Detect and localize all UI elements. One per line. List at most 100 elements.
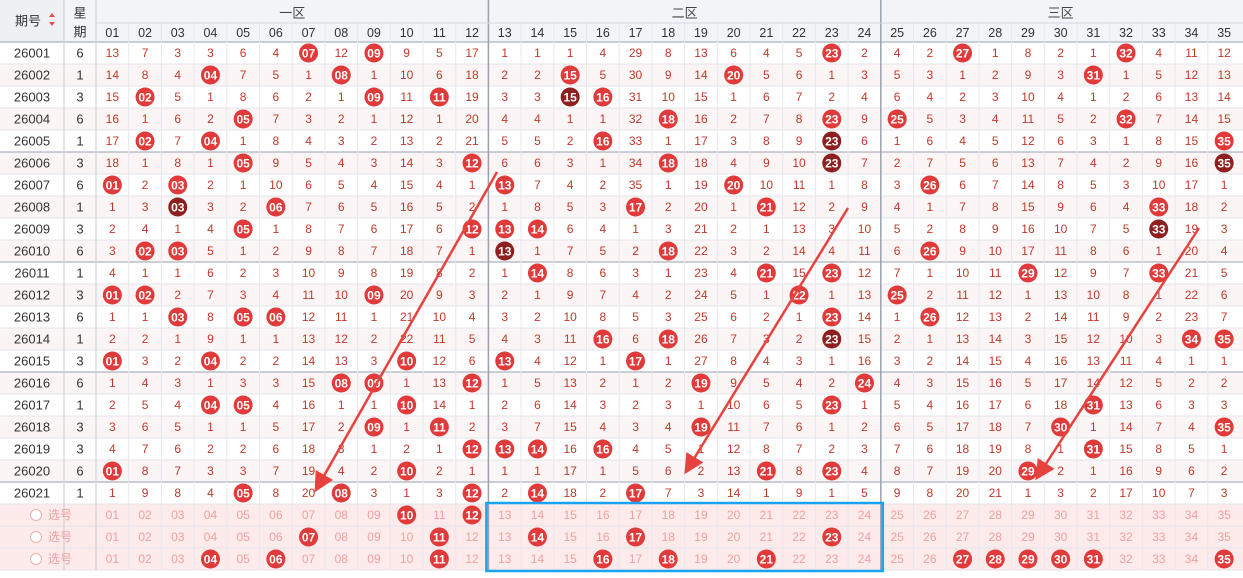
select-number[interactable]: 19 <box>694 552 708 566</box>
select-number[interactable]: 33 <box>1152 530 1166 544</box>
select-number[interactable]: 06 <box>269 530 283 544</box>
selected-ball[interactable]: 27 <box>953 549 973 569</box>
select-number[interactable]: 26 <box>923 530 937 544</box>
select-number[interactable]: 26 <box>923 508 937 522</box>
sort-down-icon[interactable] <box>49 22 55 26</box>
select-number[interactable]: 13 <box>498 508 512 522</box>
select-number[interactable]: 35 <box>1217 508 1231 522</box>
select-row-label[interactable]: 选号 <box>30 530 73 544</box>
select-number[interactable]: 22 <box>792 508 806 522</box>
select-row-label[interactable]: 选号 <box>30 508 73 522</box>
select-number[interactable]: 15 <box>563 530 577 544</box>
select-number[interactable]: 10 <box>400 530 414 544</box>
selected-ball[interactable]: 18 <box>658 549 678 569</box>
select-number[interactable]: 09 <box>367 508 381 522</box>
selected-ball[interactable]: 06 <box>266 549 286 569</box>
select-number[interactable]: 02 <box>138 530 152 544</box>
select-number[interactable]: 05 <box>236 508 250 522</box>
select-number[interactable]: 31 <box>1087 530 1101 544</box>
select-number[interactable]: 14 <box>531 552 545 566</box>
selected-ball[interactable]: 23 <box>822 527 842 547</box>
select-number[interactable]: 01 <box>106 508 120 522</box>
sort-up-icon[interactable] <box>49 13 55 17</box>
select-number[interactable]: 30 <box>1054 508 1068 522</box>
select-number[interactable]: 04 <box>204 508 218 522</box>
select-number[interactable]: 21 <box>760 508 774 522</box>
select-number[interactable]: 19 <box>694 508 708 522</box>
select-number[interactable]: 20 <box>727 530 741 544</box>
selected-ball[interactable]: 17 <box>626 527 646 547</box>
select-number[interactable]: 26 <box>923 552 937 566</box>
select-number[interactable]: 17 <box>629 508 643 522</box>
select-number[interactable]: 28 <box>989 530 1003 544</box>
select-number[interactable]: 08 <box>335 552 349 566</box>
select-number[interactable]: 27 <box>956 530 970 544</box>
select-number[interactable]: 07 <box>302 508 316 522</box>
select-number[interactable]: 34 <box>1185 552 1199 566</box>
select-number[interactable]: 34 <box>1185 530 1199 544</box>
select-number[interactable]: 22 <box>792 552 806 566</box>
select-number[interactable]: 23 <box>825 552 839 566</box>
selected-ball[interactable]: 11 <box>429 527 449 547</box>
select-number[interactable]: 08 <box>335 508 349 522</box>
select-number[interactable]: 20 <box>727 552 741 566</box>
select-number[interactable]: 25 <box>890 530 904 544</box>
selected-ball[interactable]: 21 <box>756 549 776 569</box>
select-number[interactable]: 16 <box>596 508 610 522</box>
select-number[interactable]: 32 <box>1119 552 1133 566</box>
select-number[interactable]: 22 <box>792 530 806 544</box>
select-number[interactable]: 17 <box>629 552 643 566</box>
select-number[interactable]: 08 <box>335 530 349 544</box>
select-number[interactable]: 25 <box>890 552 904 566</box>
select-number[interactable]: 28 <box>989 508 1003 522</box>
select-number[interactable]: 29 <box>1021 530 1035 544</box>
select-number[interactable]: 24 <box>858 508 872 522</box>
select-number[interactable]: 31 <box>1087 508 1101 522</box>
selected-ball[interactable]: 16 <box>593 549 613 569</box>
select-number[interactable]: 07 <box>302 552 316 566</box>
select-number[interactable]: 33 <box>1152 552 1166 566</box>
select-number[interactable]: 06 <box>269 508 283 522</box>
select-number[interactable]: 18 <box>662 508 676 522</box>
select-number[interactable]: 12 <box>465 530 479 544</box>
selected-ball[interactable]: 14 <box>527 527 547 547</box>
select-number[interactable]: 13 <box>498 530 512 544</box>
select-number[interactable]: 09 <box>367 530 381 544</box>
selected-ball[interactable]: 04 <box>200 549 220 569</box>
select-number[interactable]: 27 <box>956 508 970 522</box>
select-number[interactable]: 03 <box>171 530 185 544</box>
selected-ball[interactable]: 12 <box>462 505 482 525</box>
select-number[interactable]: 02 <box>138 552 152 566</box>
selected-ball[interactable]: 10 <box>397 505 417 525</box>
select-number[interactable]: 23 <box>825 508 839 522</box>
select-number[interactable]: 03 <box>171 552 185 566</box>
selected-ball[interactable]: 35 <box>1214 549 1234 569</box>
select-number[interactable]: 29 <box>1021 508 1035 522</box>
select-number[interactable]: 04 <box>204 530 218 544</box>
select-row-label[interactable]: 选号 <box>30 552 73 566</box>
selected-ball[interactable]: 11 <box>429 549 449 569</box>
select-number[interactable]: 32 <box>1119 508 1133 522</box>
select-number[interactable]: 14 <box>531 508 545 522</box>
select-number[interactable]: 05 <box>236 552 250 566</box>
select-number[interactable]: 02 <box>138 508 152 522</box>
select-number[interactable]: 09 <box>367 552 381 566</box>
select-number[interactable]: 20 <box>727 508 741 522</box>
select-number[interactable]: 18 <box>662 530 676 544</box>
select-number[interactable]: 13 <box>498 552 512 566</box>
select-number[interactable]: 11 <box>433 508 446 522</box>
select-number[interactable]: 25 <box>890 508 904 522</box>
selected-ball[interactable]: 07 <box>299 527 319 547</box>
selected-ball[interactable]: 29 <box>1018 549 1038 569</box>
select-number[interactable]: 35 <box>1217 530 1231 544</box>
select-number[interactable]: 05 <box>236 530 250 544</box>
select-number[interactable]: 15 <box>563 552 577 566</box>
select-number[interactable]: 01 <box>106 552 120 566</box>
selected-ball[interactable]: 31 <box>1083 549 1103 569</box>
select-number[interactable]: 33 <box>1152 508 1166 522</box>
select-number[interactable]: 30 <box>1054 530 1068 544</box>
select-number[interactable]: 32 <box>1119 530 1133 544</box>
selected-ball[interactable]: 30 <box>1051 549 1071 569</box>
period-header[interactable]: 期号 <box>15 14 41 29</box>
select-number[interactable]: 01 <box>106 530 120 544</box>
